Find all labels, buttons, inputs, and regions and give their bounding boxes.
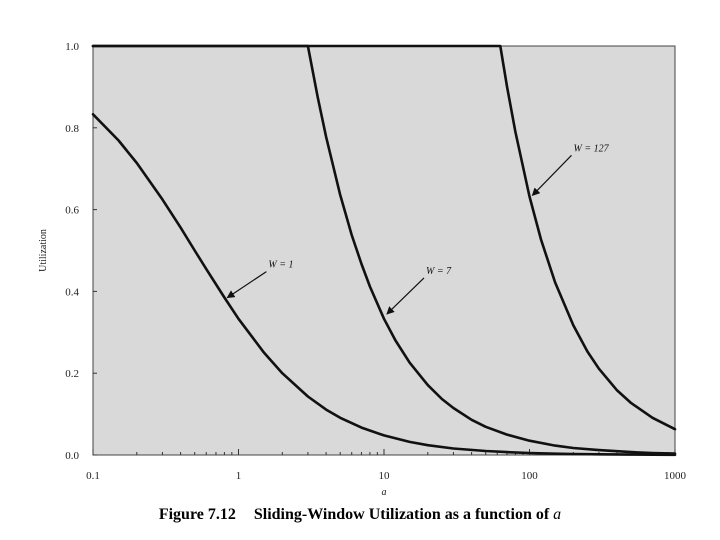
y-tick-label-1: 0.2	[65, 368, 79, 380]
series-line-w1	[91, 113, 677, 457]
y-tick-label-0: 0.0	[65, 450, 79, 462]
annotation-label-w1: W = 1	[268, 260, 293, 271]
x-tick-label-4: 1000	[664, 470, 687, 482]
x-tick-label-1: 1	[236, 470, 242, 482]
y-tick-label-4: 0.8	[65, 123, 79, 135]
y-tick-label-5: 1.0	[65, 41, 79, 53]
y-tick-label-3: 0.6	[65, 205, 79, 217]
series-layer	[91, 44, 677, 457]
x-axis-label: a	[382, 487, 387, 498]
y-tick-label-2: 0.4	[65, 286, 79, 298]
x-tick-label-0: 0.1	[86, 470, 100, 482]
y-axis-label: Utilization	[38, 229, 49, 272]
figure-caption-variable: a	[553, 506, 562, 523]
figure-number: Figure 7.12	[158, 506, 236, 523]
x-tick-label-2: 10	[379, 470, 391, 482]
series-line-w127	[91, 44, 677, 431]
annotation-label-w7: W = 7	[426, 266, 452, 277]
annotation-arrow-w1	[226, 271, 267, 299]
axes: 0.0 0.2 0.4 0.6 0.8 1.0 0.1 1 10 100 1000	[65, 41, 686, 482]
annotation-arrow-w7	[386, 277, 425, 315]
series-line-w7	[91, 44, 677, 455]
annotation-arrow-w127	[531, 154, 572, 197]
figure-caption-text: Sliding-Window Utilization as a function…	[253, 506, 550, 523]
figure-caption: Figure 7.12 Sliding-Window Utilization a…	[0, 506, 720, 524]
annotations: W = 1 W = 7 W = 127	[226, 143, 610, 315]
plot-area	[92, 45, 676, 456]
annotation-label-w127: W = 127	[574, 143, 610, 154]
x-tick-label-3: 100	[521, 470, 538, 482]
